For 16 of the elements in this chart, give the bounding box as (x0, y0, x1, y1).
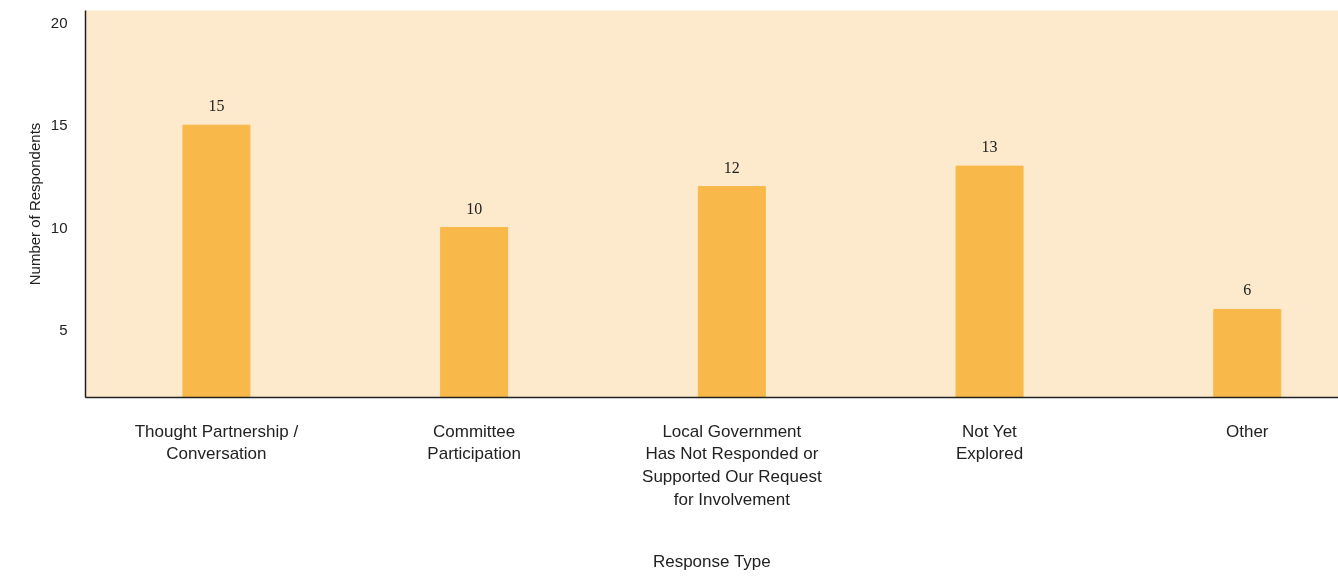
x-axis-title: Response Type (652, 551, 771, 571)
y-axis-title: Number of Respondents (25, 122, 43, 286)
y-tick-label: 20 (50, 13, 68, 31)
x-tick-label: Committee Participation (427, 421, 521, 464)
x-tick-label: Local Government Has Not Responded or Supported Our Request for Involvement (642, 421, 822, 509)
data-label: 12 (723, 158, 740, 176)
y-tick-label: 5 (59, 320, 68, 338)
data-label: 6 (1243, 281, 1252, 299)
data-label: 10 (466, 199, 483, 217)
x-tick-label: Other (1226, 421, 1269, 441)
data-label: 13 (981, 138, 998, 156)
x-tick-label: Not Yet Explored (956, 421, 1024, 464)
y-tick-label: 10 (50, 218, 68, 236)
x-tick-label: Thought Partnership / Conversation (134, 421, 299, 464)
y-tick-label: 15 (50, 116, 68, 134)
data-label: 15 (208, 97, 225, 115)
